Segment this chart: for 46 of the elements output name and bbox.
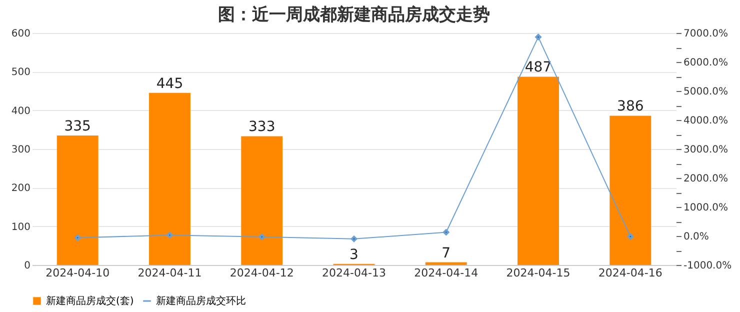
y-tick-label: 0 <box>24 260 30 272</box>
y2-tick-label: -1000.0% <box>684 260 732 272</box>
y-tick-label: 100 <box>11 222 30 233</box>
y2-tick-label: 4000.0% <box>684 116 728 126</box>
y2-tick-label: 2000.0% <box>684 174 728 184</box>
bar <box>56 135 98 265</box>
y-tick-label: 300 <box>11 144 30 156</box>
y-tick-label: 600 <box>11 28 30 40</box>
point <box>350 236 358 242</box>
bar <box>518 76 559 265</box>
y2-tick-label: 7000.0% <box>684 28 728 40</box>
point <box>74 234 81 241</box>
x-tick-label: 2024-04-10 <box>46 266 110 280</box>
point <box>166 232 173 238</box>
x-tick-label: 2024-04-13 <box>322 266 386 280</box>
x-tick-label: 2024-04-16 <box>598 266 662 280</box>
y-tick-label: 200 <box>11 183 30 194</box>
y2-tick-label: 5000.0% <box>684 86 728 98</box>
y2-tick-label: 0.0% <box>684 232 709 242</box>
y-tick-label: 400 <box>11 106 30 117</box>
data-label: 3 <box>350 246 358 263</box>
x-tick-label: 2024-04-11 <box>138 266 202 280</box>
x-tick-label: 2024-04-12 <box>230 266 294 280</box>
data-label: 7 <box>442 245 451 262</box>
y-tick-label: 500 <box>11 67 30 78</box>
point <box>627 233 634 240</box>
y2-tick-label: 6000.0% <box>684 58 728 68</box>
x-tick-label: 2024-04-15 <box>506 266 570 280</box>
legend-label: 新建商品房成交(套) <box>46 295 134 307</box>
point <box>535 34 542 40</box>
point <box>258 234 265 240</box>
data-label: 445 <box>156 76 184 92</box>
legend-label: 新建商品房成交环比 <box>156 295 246 307</box>
point <box>443 229 450 236</box>
bar <box>425 262 467 265</box>
data-label: 335 <box>64 118 91 134</box>
bar <box>241 136 283 265</box>
x-tick-label: 2024-04-14 <box>414 266 478 280</box>
data-label: 487 <box>524 60 552 76</box>
data-label: 386 <box>617 98 644 115</box>
bar <box>610 116 652 265</box>
y2-tick-label: 1000.0% <box>684 202 728 214</box>
data-label: 333 <box>248 119 276 136</box>
chart-title: 图：近一周成都新建商品房成交走势 <box>218 5 490 25</box>
y2-tick-label: 3000.0% <box>684 144 728 156</box>
bar <box>149 92 190 265</box>
